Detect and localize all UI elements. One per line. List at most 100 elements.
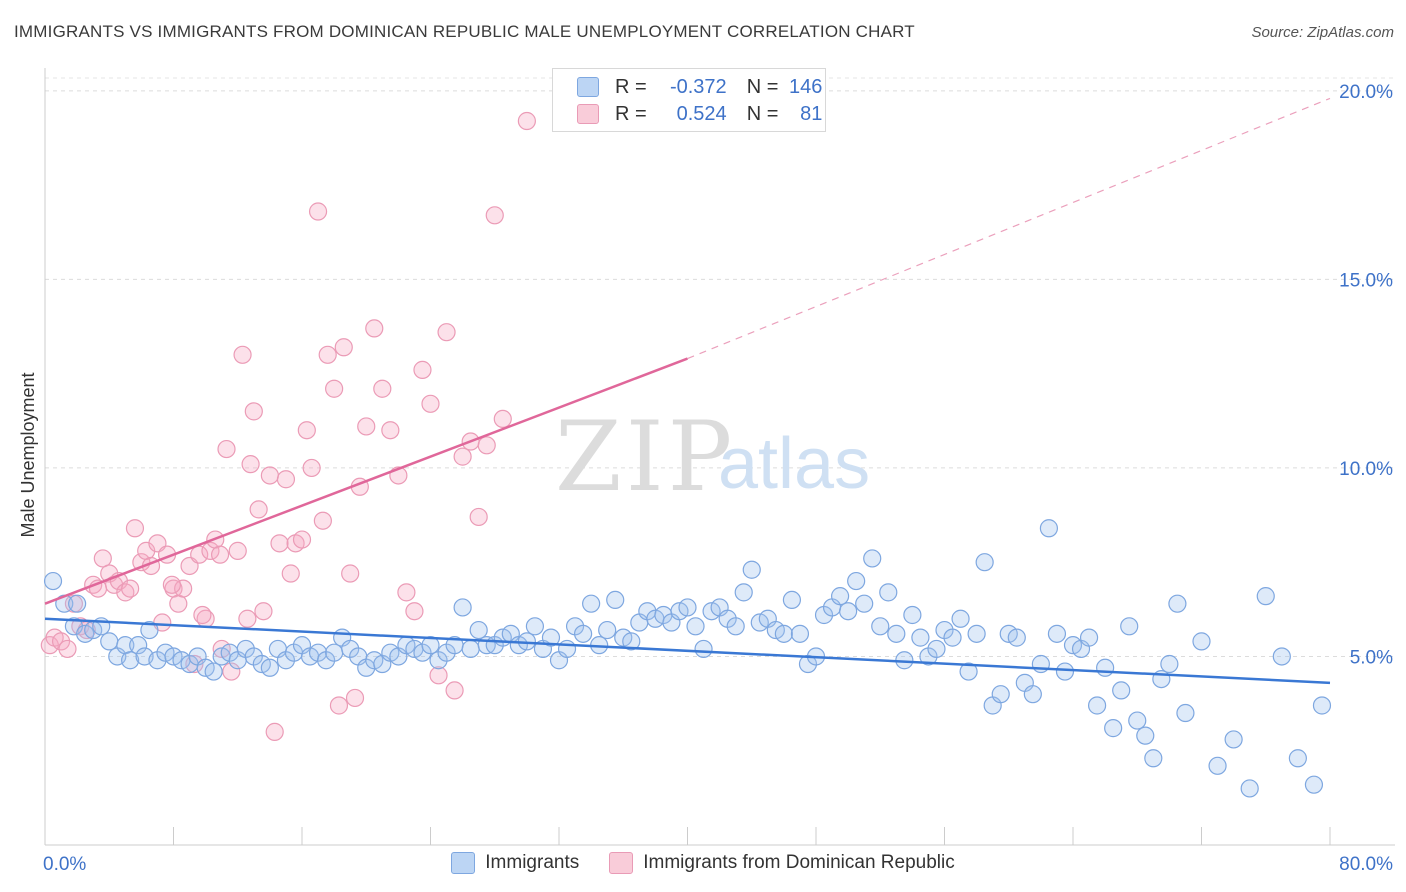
data-point-dominican: [249, 500, 268, 519]
data-point-dominican: [270, 534, 289, 553]
data-point-dominican: [201, 541, 220, 560]
data-point-immigrants: [1039, 519, 1059, 538]
data-point-immigrants: [879, 583, 898, 602]
data-point-dominican: [437, 323, 456, 342]
chart-title: IMMIGRANTS VS IMMIGRANTS FROM DOMINICAN …: [14, 22, 915, 41]
data-point-immigrants: [1168, 594, 1187, 613]
data-point-immigrants: [598, 620, 617, 640]
data-point-dominican: [477, 436, 496, 455]
data-point-dominican: [308, 202, 328, 221]
data-point-immigrants: [606, 590, 625, 610]
data-point-immigrants: [557, 639, 577, 659]
legend-row-immigrants: R = -0.372 N = 146: [577, 74, 822, 100]
data-point-immigrants: [1304, 775, 1324, 794]
series-immigrants-points: [43, 519, 1332, 798]
data-point-immigrants: [129, 636, 148, 655]
data-point-dominican: [313, 511, 332, 530]
data-point-immigrants: [1208, 756, 1227, 775]
data-point-immigrants: [967, 624, 986, 643]
data-point-dominican: [260, 466, 279, 485]
series-legend: Immigrants Immigrants from Dominican Rep…: [0, 852, 1406, 874]
data-point-dominican: [233, 345, 252, 364]
data-point-dominican: [381, 421, 400, 440]
data-point-dominican: [421, 394, 440, 413]
legend-n-value: 146: [789, 75, 823, 98]
data-point-immigrants: [421, 636, 440, 655]
data-point-dominican: [58, 639, 77, 659]
legend-n-value: 81: [800, 102, 823, 125]
data-point-immigrants: [1055, 662, 1075, 681]
data-point-dominican: [125, 519, 145, 538]
data-point-immigrants: [1256, 587, 1275, 606]
legend-swatch-immigrants: [451, 852, 476, 874]
data-point-immigrants: [1104, 719, 1123, 738]
data-point-dominican: [93, 549, 112, 568]
y-tick-label: 10.0%: [1339, 459, 1393, 480]
data-point-immigrants: [903, 605, 922, 625]
data-point-immigrants: [1128, 711, 1147, 730]
data-point-immigrants: [573, 624, 593, 643]
data-point-immigrants: [1007, 628, 1026, 647]
data-point-dominican: [51, 632, 71, 651]
legend-r-label: R =: [615, 102, 647, 125]
data-point-immigrants: [1144, 749, 1163, 768]
x-tick-label: 0.0%: [43, 854, 86, 875]
watermark-atlas: atlas: [718, 424, 870, 504]
data-point-immigrants: [68, 594, 87, 613]
data-point-immigrants: [582, 594, 601, 613]
trend-line-immigrants: [44, 617, 1331, 685]
y-axis-label: Male Unemployment: [18, 372, 38, 537]
data-point-dominican: [254, 602, 273, 621]
tick-labels: 5.0% 10.0% 15.0% 20.0% 0.0% 80.0%: [43, 82, 1393, 875]
data-point-dominican: [334, 338, 353, 357]
data-point-immigrants: [1096, 658, 1115, 677]
data-point-immigrants: [927, 639, 946, 659]
data-point-dominican: [397, 583, 416, 602]
data-point-immigrants: [742, 560, 761, 579]
data-point-dominican: [373, 379, 392, 398]
data-point-immigrants: [726, 617, 745, 636]
data-point-dominican: [228, 541, 247, 560]
data-point-immigrants: [1120, 617, 1139, 636]
data-point-immigrants: [469, 620, 488, 640]
legend-row-dominican: R = 0.524 N = 81: [577, 101, 822, 127]
data-point-dominican: [357, 417, 376, 436]
data-point-dominican: [297, 421, 316, 440]
data-point-immigrants: [1192, 632, 1211, 651]
data-point-dominican: [453, 447, 472, 466]
data-point-immigrants: [790, 624, 810, 643]
data-point-dominican: [493, 409, 512, 429]
data-point-immigrants: [734, 583, 753, 602]
grid-lines: [45, 77, 1395, 657]
data-point-immigrants: [694, 639, 713, 659]
data-point-immigrants: [863, 549, 882, 568]
data-point-immigrants: [830, 587, 850, 606]
trend-lines: [44, 97, 1331, 685]
legend-r-label: R =: [615, 75, 647, 98]
legend-r-value: -0.372: [669, 75, 727, 98]
data-point-immigrants: [1087, 696, 1107, 715]
data-point-immigrants: [782, 590, 802, 610]
data-point-immigrants: [1224, 730, 1243, 749]
axes: [44, 68, 1395, 846]
legend-swatch-dominican: [577, 104, 599, 124]
data-point-dominican: [238, 609, 257, 628]
source-label: Source: ZipAtlas.com: [1251, 24, 1394, 41]
data-point-dominican: [222, 662, 241, 681]
data-point-dominican: [345, 688, 365, 708]
watermark: ZIP atlas: [555, 401, 870, 513]
data-point-immigrants: [991, 685, 1010, 704]
data-point-dominican: [341, 564, 360, 583]
data-point-immigrants: [686, 617, 705, 636]
data-point-dominican: [244, 402, 263, 421]
y-tick-label: 20.0%: [1339, 82, 1393, 103]
data-point-dominican: [469, 507, 488, 527]
legend-n-label: N =: [746, 102, 779, 125]
data-point-immigrants: [1023, 685, 1042, 704]
data-point-immigrants: [1136, 726, 1155, 745]
data-point-immigrants: [325, 643, 344, 662]
data-point-dominican: [265, 722, 284, 741]
data-point-immigrants: [1288, 749, 1307, 768]
data-point-immigrants: [887, 624, 906, 643]
